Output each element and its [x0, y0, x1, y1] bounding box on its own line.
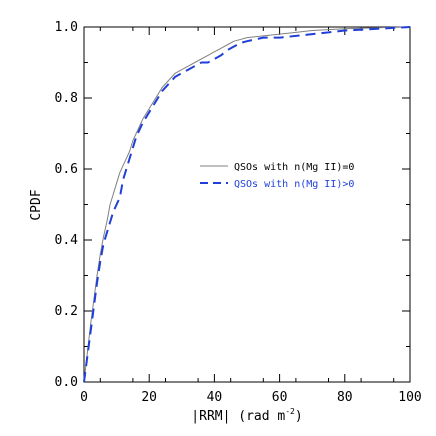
x-axis-label-main: |RRM| (rad m — [191, 409, 285, 424]
x-tick-label: 40 — [207, 390, 223, 405]
y-tick-label: 0.4 — [55, 233, 79, 248]
x-axis-label-close: ) — [295, 409, 303, 424]
y-tick-label: 0.8 — [55, 91, 78, 106]
data-series — [83, 26, 411, 383]
y-axis-label: CPDF — [29, 189, 44, 220]
x-tick-label: 20 — [141, 390, 157, 405]
legend-label-series-1: QSOs with n(Mg II)=0 — [234, 162, 354, 173]
x-tick-label: 100 — [398, 390, 421, 405]
legend: QSOs with n(Mg II)=0 QSOs with n(Mg II)>… — [200, 162, 354, 190]
x-tick-label: 0 — [80, 390, 88, 405]
series-line-2 — [83, 26, 411, 383]
legend-label-series-2: QSOs with n(Mg II)>0 — [234, 179, 354, 190]
x-tick-label: 80 — [337, 390, 353, 405]
plot-frame — [83, 26, 411, 383]
x-axis-label-superscript: -2 — [285, 407, 295, 416]
y-tick-label: 0.0 — [55, 375, 78, 390]
series-line-1 — [83, 26, 411, 383]
x-tick-label: 60 — [272, 390, 288, 405]
y-tick-label: 1.0 — [55, 20, 78, 35]
x-axis-label: |RRM| (rad m-2) — [191, 407, 302, 424]
y-tick-label: 0.6 — [55, 162, 78, 177]
axis-ticks: 0 20 40 60 80 100 0.0 0.2 0.4 0.6 0.8 1.0 — [55, 20, 422, 405]
y-tick-label: 0.2 — [55, 304, 78, 319]
